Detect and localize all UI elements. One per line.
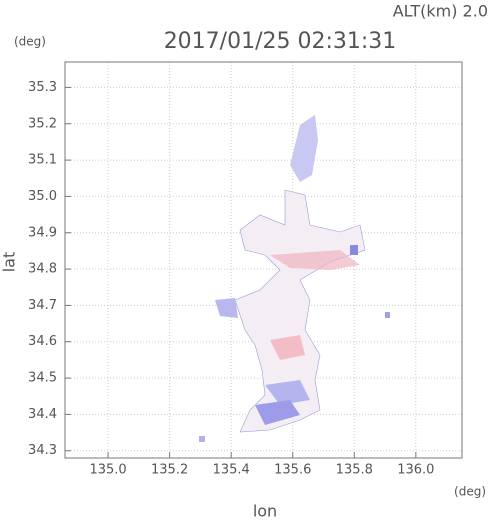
echo-region [199, 436, 205, 442]
y-unit: (deg) [14, 35, 46, 49]
echo-region [385, 312, 390, 318]
x-tick-label: 135.2 [151, 463, 188, 478]
x-unit: (deg) [454, 485, 486, 499]
y-tick-label: 35.0 [28, 189, 57, 204]
echo-region [270, 250, 360, 270]
x-tick-label: 135.0 [89, 463, 126, 478]
x-tick-label: 135.8 [336, 463, 373, 478]
y-tick-label: 34.4 [28, 407, 57, 422]
echo-region [255, 400, 300, 425]
echo-region [270, 335, 305, 360]
y-tick-label: 34.9 [28, 225, 57, 240]
y-tick-label: 34.3 [28, 443, 57, 458]
y-axis-label: lat [0, 252, 19, 273]
y-tick-label: 35.3 [28, 80, 57, 95]
y-tick-label: 34.6 [28, 334, 57, 349]
plot-frame [64, 61, 463, 459]
echo-region [350, 245, 358, 255]
y-tick-label: 34.7 [28, 298, 57, 313]
echo-region [215, 298, 238, 318]
chart-title: 2017/01/25 02:31:31 [164, 29, 397, 54]
y-tick-label: 35.2 [28, 116, 57, 131]
y-tick-label: 35.1 [28, 153, 57, 168]
echo-region [290, 115, 318, 182]
echo-region [234, 189, 366, 433]
echo-region [265, 380, 310, 405]
x-tick-label: 135.4 [213, 463, 250, 478]
chart-subtitle: ALT(km) 2.0 [393, 2, 488, 21]
x-tick-label: 135.6 [274, 463, 311, 478]
y-tick-label: 34.8 [28, 262, 57, 277]
y-tick-label: 34.5 [28, 371, 57, 386]
x-axis-label: lon [253, 502, 277, 521]
x-tick-label: 136.0 [397, 463, 434, 478]
echo-field [199, 115, 390, 442]
